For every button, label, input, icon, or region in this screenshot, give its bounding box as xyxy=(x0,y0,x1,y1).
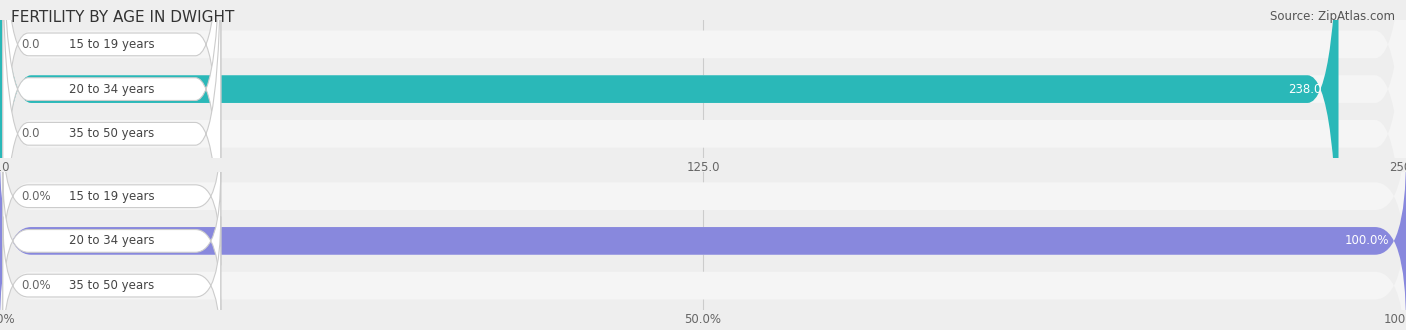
Text: 0.0%: 0.0% xyxy=(21,279,51,292)
FancyBboxPatch shape xyxy=(3,0,221,234)
FancyBboxPatch shape xyxy=(3,127,221,265)
Text: 0.0: 0.0 xyxy=(21,127,39,140)
Text: 20 to 34 years: 20 to 34 years xyxy=(69,82,155,96)
FancyBboxPatch shape xyxy=(0,156,1406,325)
Text: 100.0%: 100.0% xyxy=(1344,234,1389,248)
FancyBboxPatch shape xyxy=(0,112,1406,281)
Text: 35 to 50 years: 35 to 50 years xyxy=(69,127,155,140)
Text: FERTILITY BY AGE IN DWIGHT: FERTILITY BY AGE IN DWIGHT xyxy=(11,10,235,25)
Text: Source: ZipAtlas.com: Source: ZipAtlas.com xyxy=(1270,10,1395,23)
FancyBboxPatch shape xyxy=(3,0,221,279)
FancyBboxPatch shape xyxy=(0,0,1406,277)
FancyBboxPatch shape xyxy=(0,0,1339,321)
FancyBboxPatch shape xyxy=(3,172,221,310)
FancyBboxPatch shape xyxy=(3,0,221,324)
Text: 20 to 34 years: 20 to 34 years xyxy=(69,234,155,248)
Text: 15 to 19 years: 15 to 19 years xyxy=(69,190,155,203)
Text: 35 to 50 years: 35 to 50 years xyxy=(69,279,155,292)
Text: 238.0: 238.0 xyxy=(1288,82,1322,96)
Text: 15 to 19 years: 15 to 19 years xyxy=(69,38,155,51)
Text: 0.0: 0.0 xyxy=(21,38,39,51)
Text: 0.0%: 0.0% xyxy=(21,190,51,203)
FancyBboxPatch shape xyxy=(0,156,1406,325)
FancyBboxPatch shape xyxy=(3,216,221,330)
FancyBboxPatch shape xyxy=(0,201,1406,330)
FancyBboxPatch shape xyxy=(0,0,1406,321)
